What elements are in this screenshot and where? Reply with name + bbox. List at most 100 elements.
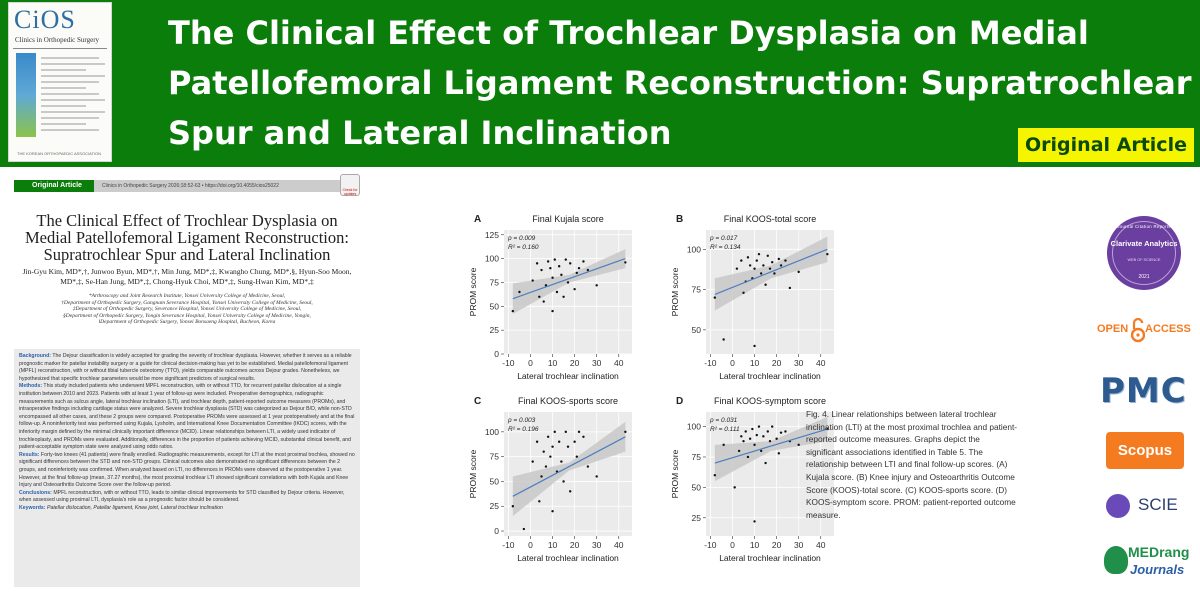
- stat-annotation: R² = 0.134: [710, 244, 741, 251]
- y-tick-label: 50: [490, 301, 500, 311]
- paper-affiliations: *Arthroscopy and Joint Research Institut…: [14, 293, 360, 326]
- scatter-point: [546, 260, 550, 263]
- scatter-point: [753, 267, 756, 270]
- scatter-point: [735, 267, 739, 270]
- scatter-point: [573, 287, 576, 291]
- x-axis-label: Lateral trochlear inclination: [719, 553, 821, 563]
- x-tick-label: 20: [772, 540, 782, 550]
- scatter-point: [566, 281, 570, 284]
- y-tick-label: 100: [485, 254, 499, 264]
- jcr-ring: [1112, 221, 1176, 285]
- affiliation-line: ‖Department of Orthopedic Surgery, Yonse…: [98, 319, 276, 326]
- journal-cover-image: CiOS Clinics in Orthopedic Surgery THE K…: [8, 2, 112, 162]
- x-tick-label: 30: [794, 540, 804, 550]
- scatter-point: [540, 268, 543, 272]
- x-tick-label: -10: [704, 540, 717, 550]
- medrang-icon: [1104, 546, 1128, 574]
- x-axis-label: Lateral trochlear inclination: [517, 553, 619, 563]
- x-tick-label: 30: [592, 358, 602, 368]
- scatter-point: [562, 295, 565, 298]
- scatter-point: [549, 266, 552, 270]
- chart-title: Final KOOS-total score: [724, 214, 817, 224]
- scatter-point: [511, 505, 515, 508]
- abstract-label: Methods:: [19, 383, 43, 390]
- scatter-point: [557, 440, 561, 443]
- scatter-point: [777, 257, 781, 261]
- scatter-point: [779, 431, 783, 434]
- scatter-point: [742, 439, 745, 443]
- scatter-point: [595, 284, 598, 287]
- scatter-point: [797, 270, 800, 274]
- scatter-point: [748, 264, 752, 267]
- scatter-point: [737, 449, 741, 453]
- scatter-point: [551, 445, 554, 448]
- abstract-text: MPFL reconstruction, with or without TTO…: [19, 489, 345, 504]
- stat-annotation: R² = 0.111: [710, 426, 740, 433]
- x-tick-label: 30: [794, 358, 804, 368]
- scatter-point: [557, 265, 561, 268]
- scatter-point: [553, 430, 556, 434]
- open-access-left: OPEN: [1097, 323, 1129, 335]
- abstract-label: Keywords:: [19, 504, 46, 511]
- abstract-results: Results: Forty-two knees (41 patients) w…: [19, 452, 355, 490]
- scatter-point: [779, 264, 783, 267]
- x-tick-label: -10: [502, 358, 515, 368]
- paper-section-label: Original Article: [14, 180, 94, 192]
- scatter-point: [748, 437, 752, 440]
- stat-annotation: p = 0.017: [709, 235, 738, 242]
- scatter-point: [757, 425, 761, 428]
- x-tick-label: 40: [816, 358, 826, 368]
- scatter-point: [740, 259, 743, 262]
- scatter-point: [542, 450, 545, 453]
- abstract-keywords: Keywords: Patellar dislocation, Patellar…: [19, 505, 355, 513]
- cover-publisher: THE KOREAN ORTHOPAEDIC ASSOCIATION: [17, 151, 102, 156]
- regression-line: [714, 428, 828, 464]
- scatter-point: [826, 252, 829, 256]
- scie-label: SCIE: [1138, 495, 1178, 514]
- scatter-point: [764, 461, 767, 465]
- abstract-text: Forty-two knees (41 patients) were final…: [19, 451, 355, 489]
- medrang-badge: MEDrang Journals: [1104, 540, 1194, 584]
- indexing-badges: Journal Citation Reports Clarivate Analy…: [1040, 172, 1200, 600]
- y-tick-label: 75: [692, 285, 702, 295]
- check-updates-icon: Check for updates: [340, 174, 360, 196]
- stat-annotation: p = 0.031: [709, 417, 738, 424]
- scopus-logo: Scopus: [1106, 432, 1184, 469]
- y-tick-label: 100: [687, 422, 701, 432]
- y-tick-label: 125: [485, 230, 499, 240]
- jcr-brand: Clarivate Analytics: [1110, 239, 1178, 248]
- y-axis-label: PROM score: [670, 267, 680, 316]
- affiliation-line: *Arthroscopy and Joint Research Institut…: [88, 293, 286, 299]
- x-tick-label: 30: [592, 540, 602, 550]
- abstract-text: Patellar dislocation, Patellar ligament,…: [46, 504, 223, 511]
- scatter-point: [766, 254, 769, 257]
- panel-label: C: [474, 396, 481, 407]
- scatter-point: [751, 427, 754, 431]
- scatter-point: [753, 520, 756, 523]
- scatter-point: [768, 439, 772, 443]
- x-tick-label: 0: [528, 358, 533, 368]
- scatter-point: [784, 430, 787, 433]
- chart-title: Final KOOS-sports score: [518, 396, 618, 406]
- open-access-badge: OPEN ACCESS: [1097, 312, 1193, 348]
- y-tick-label: 75: [692, 452, 702, 462]
- scatter-point: [755, 259, 758, 262]
- affiliation-line: ‡Department of Orthopedic Surgery, Sever…: [72, 306, 302, 313]
- scatter-point: [573, 440, 576, 443]
- y-tick-label: 50: [692, 482, 702, 492]
- x-axis-label: Lateral trochlear inclination: [517, 371, 619, 381]
- scatter-point: [522, 527, 526, 531]
- scatter-point: [551, 510, 554, 513]
- scatter-point: [540, 475, 543, 478]
- paper-authors: Jin-Gyu Kim, MD*,†, Junwoo Byun, MD*,†, …: [22, 267, 352, 286]
- scatter-point: [713, 296, 717, 299]
- scatter-point: [518, 290, 521, 294]
- x-tick-label: 10: [548, 358, 558, 368]
- scatter-point: [549, 455, 552, 458]
- stat-annotation: p = 0.009: [507, 235, 536, 242]
- scatter-point: [575, 271, 579, 275]
- scatter-point: [551, 309, 554, 313]
- scatter-point: [544, 465, 548, 468]
- scatter-point: [553, 258, 556, 261]
